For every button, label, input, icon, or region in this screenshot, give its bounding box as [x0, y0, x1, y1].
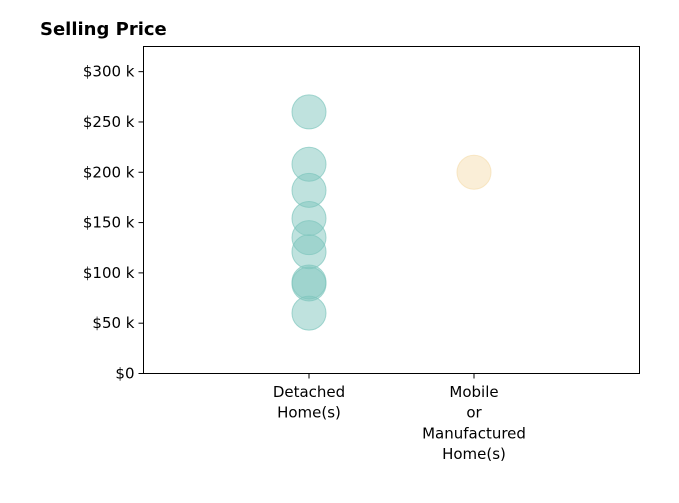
y-tick-label: $0 [115, 365, 134, 383]
x-tick-label: Manufactured [422, 424, 526, 442]
x-tick-label: Home(s) [442, 445, 506, 463]
y-tick-label: $50 k [92, 314, 134, 332]
x-tick-label: Mobile [449, 383, 498, 401]
data-point [291, 295, 327, 331]
y-tick-label: $150 k [83, 214, 135, 232]
y-tick-label: $100 k [83, 264, 135, 282]
x-tick-label: or [466, 404, 482, 422]
y-tick-label: $300 k [83, 63, 135, 81]
chart-marks [291, 94, 492, 331]
x-axis: Detached Home(s) Mobile or Manufactured Home(… [273, 373, 526, 463]
data-point [291, 234, 327, 270]
chart-title: Selling Price [40, 19, 167, 40]
y-tick-label: $200 k [83, 163, 135, 181]
y-axis: $0 $50 k $100 k $150 k $200 k $250 k $300 k [83, 63, 144, 383]
data-point [291, 94, 327, 130]
x-tick-label: Home(s) [277, 404, 341, 422]
x-tick-label: Detached [273, 383, 345, 401]
y-tick-label: $250 k [83, 113, 135, 131]
plot-frame [143, 46, 640, 374]
data-point [456, 154, 492, 190]
